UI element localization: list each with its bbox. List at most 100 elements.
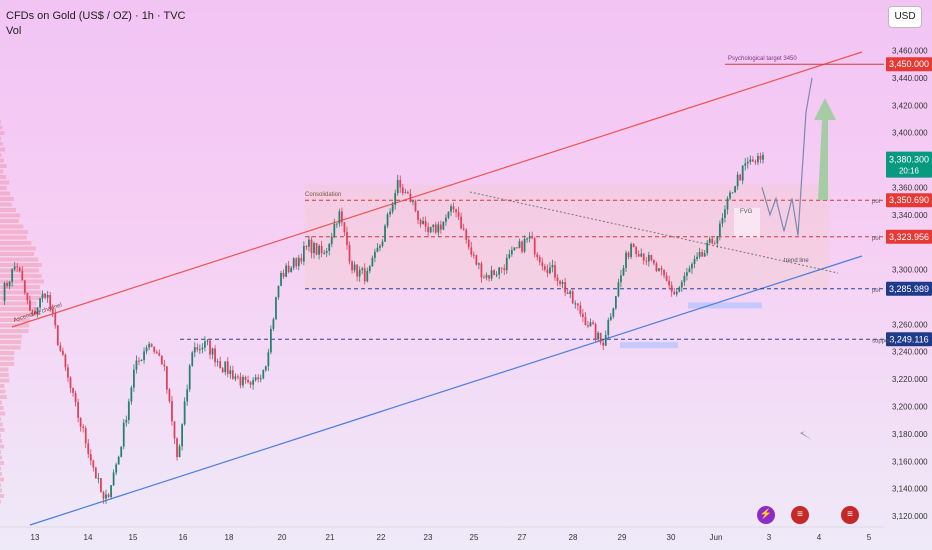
candle xyxy=(209,340,211,355)
candle xyxy=(338,211,341,224)
candle xyxy=(201,347,204,350)
x-tick-label: Jun xyxy=(710,533,723,542)
candle xyxy=(351,261,353,271)
candle xyxy=(11,269,14,282)
candle xyxy=(29,300,31,311)
candle xyxy=(531,236,534,239)
candle xyxy=(419,219,422,225)
x-tick-label: 21 xyxy=(326,533,335,542)
candle xyxy=(746,161,749,164)
candle xyxy=(422,220,424,225)
candle xyxy=(587,325,589,327)
trend-line xyxy=(469,191,839,274)
candle xyxy=(640,253,643,257)
x-tick-label: 20 xyxy=(278,533,287,542)
candle xyxy=(44,293,47,298)
candle xyxy=(193,347,196,353)
volume-profile-bar xyxy=(0,356,15,361)
candle xyxy=(328,243,331,251)
candle xyxy=(713,243,716,245)
candle xyxy=(13,266,16,270)
currency-button[interactable]: USD xyxy=(888,6,922,28)
candle xyxy=(305,245,308,247)
candle xyxy=(226,361,229,374)
candle xyxy=(155,351,158,353)
candle xyxy=(127,401,130,421)
candle xyxy=(173,421,176,439)
candle xyxy=(54,313,57,326)
level-price-badge xyxy=(886,281,932,296)
candle xyxy=(716,236,719,244)
candle xyxy=(34,310,36,315)
candle xyxy=(536,254,539,258)
x-tick-label: 3 xyxy=(767,533,772,542)
candle xyxy=(485,275,488,278)
candle xyxy=(287,265,290,273)
volume-indicator-label[interactable]: Vol xyxy=(6,25,22,37)
candle xyxy=(330,236,333,244)
candle xyxy=(467,239,470,248)
candle xyxy=(356,264,359,277)
candle xyxy=(77,402,79,418)
volume-profile-bar xyxy=(0,186,7,190)
candle xyxy=(117,456,120,465)
volume-profile-bar xyxy=(0,147,6,152)
candle xyxy=(353,264,356,271)
candle xyxy=(526,238,528,240)
volume-profile-bar xyxy=(0,406,4,410)
candle xyxy=(153,346,156,352)
candle xyxy=(726,198,729,210)
volume-profile-bar xyxy=(0,296,42,300)
candle xyxy=(510,250,513,255)
volume-profile-bar xyxy=(0,472,3,476)
candle xyxy=(79,417,82,427)
candle xyxy=(439,224,442,230)
candle xyxy=(183,401,186,425)
candle xyxy=(721,217,724,224)
candle xyxy=(706,242,709,254)
candle xyxy=(736,174,739,187)
candle xyxy=(186,389,189,402)
candle xyxy=(100,478,102,493)
candle xyxy=(216,361,219,363)
chart-header: CFDs on Gold (US$ / OZ) · 1h · TVC Vol xyxy=(6,10,186,37)
candle xyxy=(739,174,742,181)
candle xyxy=(424,220,427,227)
annotation-label: Psychological target 3450 xyxy=(728,56,797,62)
candle xyxy=(145,347,148,352)
candle xyxy=(543,266,546,270)
candle xyxy=(323,252,326,254)
candle xyxy=(762,154,764,160)
candle xyxy=(282,272,285,277)
candle xyxy=(472,254,475,256)
x-tick-label: 28 xyxy=(569,533,578,542)
candle xyxy=(556,277,559,281)
us-flag-event-icon[interactable]: ≡ xyxy=(841,506,859,524)
candle xyxy=(295,258,298,267)
volume-profile-bar xyxy=(0,494,5,498)
volume-profile-bar xyxy=(0,301,37,306)
lightning-event-icon[interactable]: ⚡ xyxy=(757,506,775,524)
volume-profile-bar xyxy=(0,345,21,350)
candle xyxy=(478,263,480,265)
us-flag-event-icon[interactable]: ≡ xyxy=(791,506,809,524)
candle xyxy=(516,247,518,249)
candle xyxy=(297,257,300,267)
candle xyxy=(500,267,503,269)
candle xyxy=(346,232,348,246)
volume-profile-bar xyxy=(0,362,15,366)
candle xyxy=(290,267,293,273)
candle xyxy=(533,238,536,255)
candle xyxy=(335,223,338,225)
candle xyxy=(21,270,24,281)
candle xyxy=(680,282,683,288)
candle xyxy=(498,267,501,275)
candle xyxy=(663,270,665,276)
volume-profile-bar xyxy=(0,164,7,168)
candle xyxy=(513,247,516,251)
candle xyxy=(341,211,343,223)
candle xyxy=(495,274,498,276)
candle xyxy=(708,238,711,243)
candle xyxy=(457,212,460,217)
